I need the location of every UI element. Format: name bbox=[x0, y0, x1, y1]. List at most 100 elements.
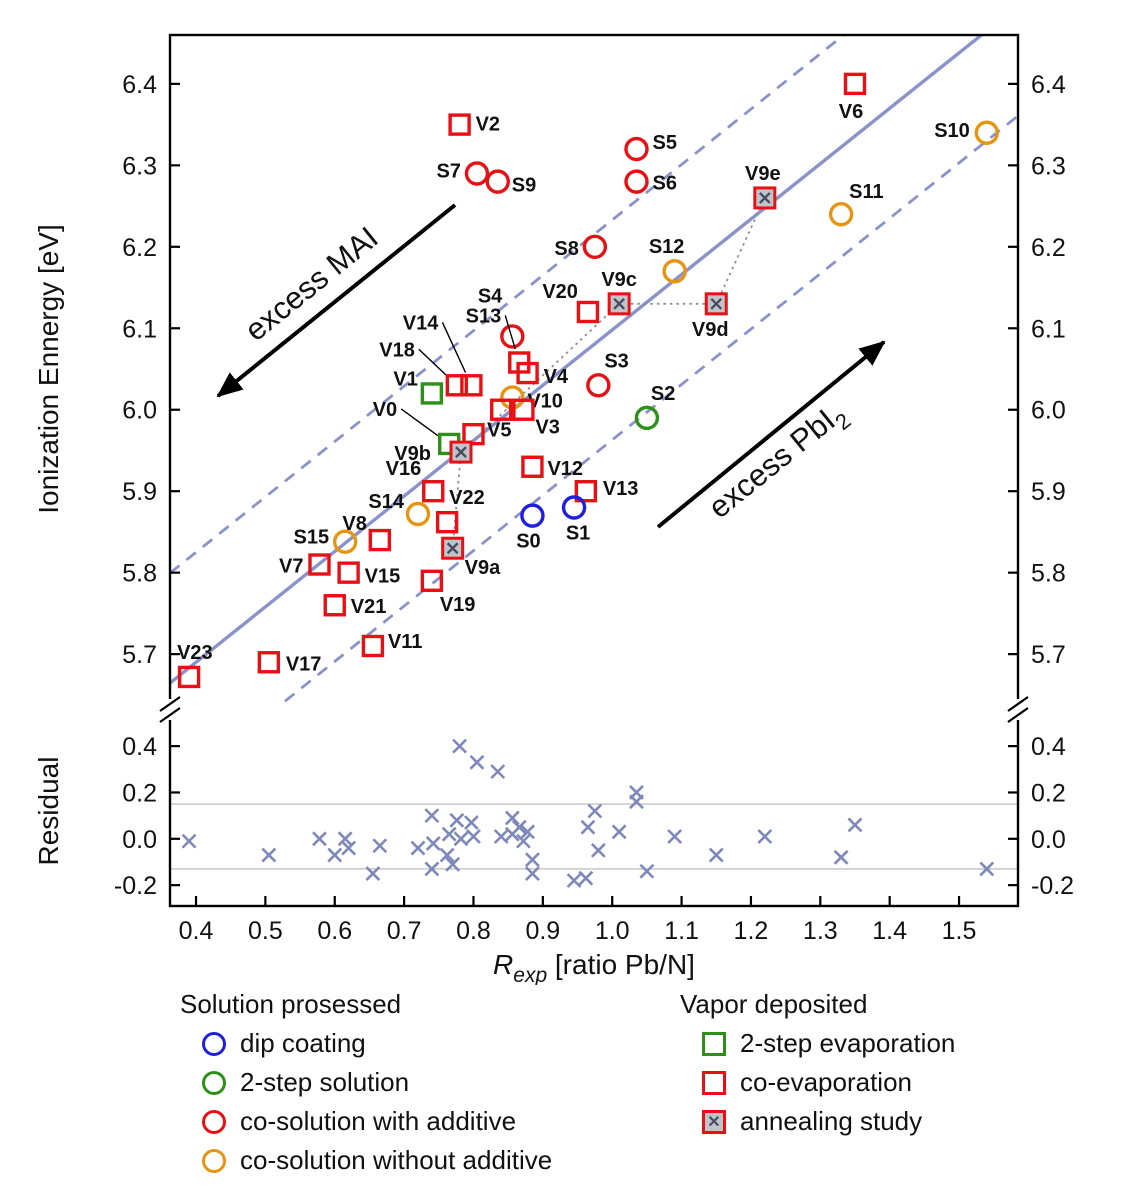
legend-item-cosolution-no-additive: co-solution without additive bbox=[180, 1145, 680, 1176]
legend-title-solution: Solution prosessed bbox=[180, 989, 402, 1019]
excess-mai-label: excess MAI bbox=[238, 220, 385, 348]
residual-y-tick-label: 0.2 bbox=[122, 779, 157, 807]
green-square-marker bbox=[420, 382, 444, 405]
residual-point bbox=[611, 824, 627, 840]
y-tick-label: 5.9 bbox=[1031, 478, 1066, 506]
legend-label: co-solution without additive bbox=[240, 1145, 553, 1175]
excess-pbi2-label: excess PbI2 bbox=[702, 395, 856, 531]
x-tick-label: 0.8 bbox=[456, 917, 491, 945]
point-label: S3 bbox=[604, 350, 628, 372]
point-label: S11 bbox=[849, 181, 883, 203]
axis-break-mask bbox=[1012, 699, 1024, 720]
green-square-icon bbox=[702, 1031, 726, 1056]
axes-box bbox=[168, 33, 1020, 908]
residual-point bbox=[445, 856, 461, 872]
residual-point bbox=[449, 812, 465, 828]
red-square-marker bbox=[512, 398, 535, 421]
point-label: S9 bbox=[512, 175, 536, 197]
orange-circle-marker bbox=[405, 501, 431, 527]
legend-label: co-solution with additive bbox=[240, 1106, 517, 1136]
annealing-marker-x bbox=[455, 446, 467, 458]
green-circle-marker bbox=[634, 405, 660, 431]
orange-circle-marker bbox=[662, 259, 687, 284]
point-label: V13 bbox=[603, 478, 639, 500]
point-label: S2 bbox=[651, 383, 675, 405]
y-tick-label: 6.3 bbox=[122, 152, 157, 180]
label-leader bbox=[400, 408, 439, 437]
legend-title-vapor: Vapor deposited bbox=[680, 989, 868, 1019]
residual-point bbox=[410, 840, 426, 856]
residual-point bbox=[439, 847, 455, 863]
blue-circle-icon bbox=[202, 1031, 226, 1056]
residual-point bbox=[341, 840, 357, 856]
x-tick-label: 1.5 bbox=[942, 917, 977, 945]
point-label: V19 bbox=[440, 594, 476, 616]
residual-y-tick-label: 0.4 bbox=[122, 733, 157, 761]
point-label: V17 bbox=[286, 653, 322, 675]
y-tick-label: 6.3 bbox=[1031, 152, 1066, 180]
red-square-marker bbox=[445, 374, 469, 397]
point-label: S8 bbox=[554, 238, 578, 260]
red-square-marker bbox=[460, 374, 483, 397]
red-square-marker bbox=[448, 113, 471, 136]
point-label: V16 bbox=[386, 458, 422, 480]
label-leader bbox=[504, 315, 516, 350]
red-square-marker bbox=[323, 594, 346, 617]
residual-point bbox=[463, 815, 479, 831]
blue-circle-marker bbox=[520, 503, 545, 528]
point-label: V6 bbox=[839, 101, 863, 123]
residual-point bbox=[312, 831, 327, 847]
y-tick-label: 6.2 bbox=[122, 234, 157, 262]
red-square-marker bbox=[422, 479, 445, 503]
red-square-marker bbox=[574, 479, 598, 503]
legend-label: dip coating bbox=[240, 1028, 366, 1058]
red-square-marker bbox=[462, 422, 485, 446]
red-circle-marker bbox=[464, 161, 490, 186]
legend-label: 2-step solution bbox=[240, 1067, 410, 1097]
residual-point bbox=[453, 831, 469, 847]
residual-point bbox=[629, 794, 644, 810]
point-label: V9b bbox=[394, 443, 431, 465]
orange-circle-icon bbox=[202, 1148, 226, 1173]
y-tick-label: 5.7 bbox=[1031, 641, 1066, 669]
red-square-marker bbox=[521, 455, 544, 478]
point-label: V0 bbox=[373, 399, 397, 421]
residual-point bbox=[578, 870, 594, 886]
y-tick-label: 6.2 bbox=[1031, 234, 1066, 262]
fit-band-lower bbox=[281, 114, 1017, 702]
excess-mai-arrow bbox=[216, 203, 457, 398]
excess-pbi2-arrow bbox=[656, 340, 886, 529]
residual-y-tick-label: 0.4 bbox=[1031, 733, 1066, 761]
residual-point bbox=[566, 873, 582, 888]
legend-group-vapor: Vapor deposited 2-step evaporation co-ev… bbox=[680, 989, 955, 1184]
residual-point bbox=[511, 819, 527, 835]
residual-point bbox=[337, 831, 353, 847]
legend-label: annealing study bbox=[740, 1106, 923, 1136]
axis-break-slash bbox=[1007, 696, 1029, 712]
legend-item-2step-solution: 2-step solution bbox=[180, 1067, 680, 1098]
residual-point bbox=[365, 866, 381, 881]
legend-item-annealing-study: annealing study bbox=[680, 1106, 955, 1137]
residual-point bbox=[466, 829, 481, 844]
point-label: V12 bbox=[547, 458, 583, 480]
red-circle-marker bbox=[624, 169, 649, 194]
point-label: V22 bbox=[449, 487, 485, 509]
y-axis-label: Ionization Ennergy [eV] bbox=[33, 224, 64, 514]
figure-plot: V2 S7 S9 S5 S6 V6 S10 V9e S11 S8 S12 V20 V9c V9d S4S13… bbox=[33, 33, 1074, 985]
green-circle-icon bbox=[202, 1070, 226, 1095]
point-label: V5 bbox=[487, 420, 511, 442]
point-label: S12 bbox=[649, 236, 685, 258]
point-label: V8 bbox=[342, 513, 366, 535]
y-tick-label: 6.1 bbox=[122, 315, 157, 343]
point-label: V23 bbox=[177, 642, 213, 664]
y-tick-label: 6.0 bbox=[1031, 397, 1066, 425]
red-circle-marker bbox=[485, 169, 510, 194]
residual-axis-label: Residual bbox=[33, 757, 64, 866]
point-label: S10 bbox=[934, 120, 970, 142]
legend-label: co-evaporation bbox=[740, 1067, 912, 1097]
residual-point bbox=[452, 738, 468, 754]
x-tick-label: 1.0 bbox=[595, 917, 630, 945]
x-tick-label: 0.6 bbox=[317, 917, 352, 945]
y-tick-label: 6.0 bbox=[122, 397, 157, 425]
